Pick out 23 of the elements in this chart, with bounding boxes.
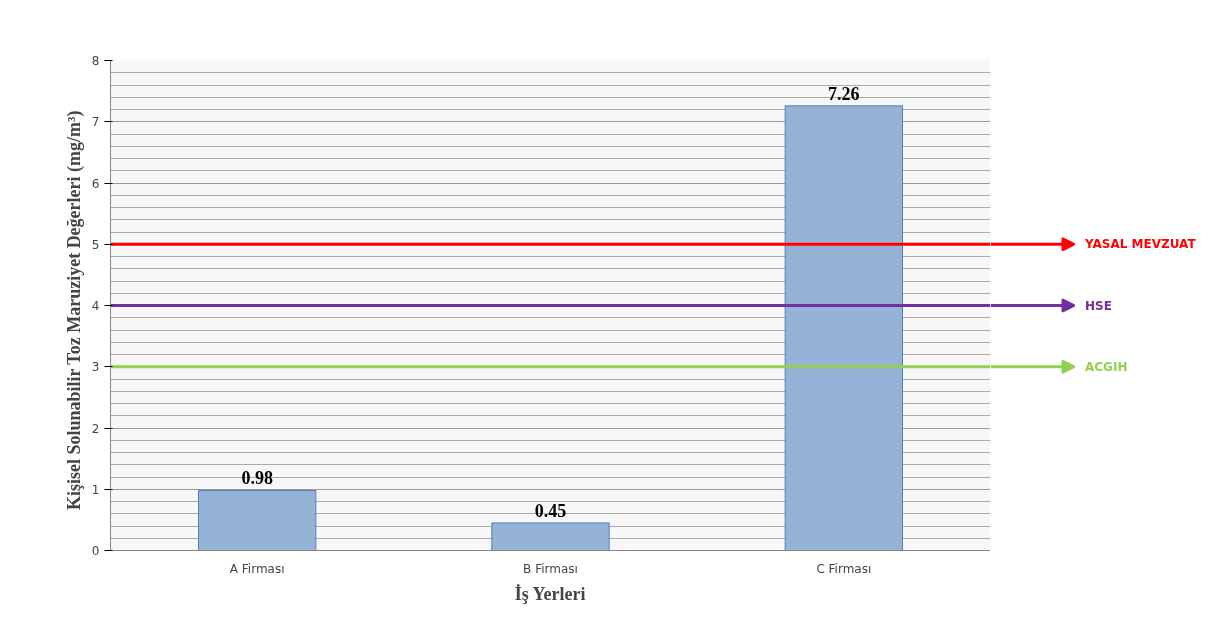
bar	[198, 489, 317, 551]
ref-line-label: HSE	[1085, 298, 1112, 313]
y-tick-label: 8	[91, 54, 100, 68]
x-axis-title: İş Yerleri	[514, 583, 586, 604]
x-tick-label: C Firması	[816, 561, 872, 576]
x-tick-label: A Firması	[229, 561, 285, 576]
data-label: 7.26	[828, 83, 860, 104]
y-tick-label: 3	[91, 360, 100, 375]
ref-line-label: YASAL MEVZUAT	[1084, 237, 1197, 252]
y-tick-label: 5	[91, 237, 100, 252]
y-tick-label: 7	[91, 115, 100, 130]
y-tick-label: 4	[91, 299, 100, 313]
x-tick-label: B Firması	[523, 561, 578, 576]
y-axis-title: Kişisel Solunabilir Toz Maruziyet Değerleri (mg/m³)	[63, 110, 85, 511]
ref-line-label: ACGIH	[1085, 359, 1128, 374]
bar	[491, 522, 610, 551]
data-label: 0.98	[241, 468, 273, 489]
y-tick-label: 2	[91, 421, 100, 436]
y-tick-label: 0	[91, 544, 100, 558]
bar	[784, 105, 903, 551]
y-tick-label: 6	[91, 176, 100, 191]
data-label: 0.45	[534, 500, 567, 521]
y-tick-label: 1	[91, 482, 100, 497]
